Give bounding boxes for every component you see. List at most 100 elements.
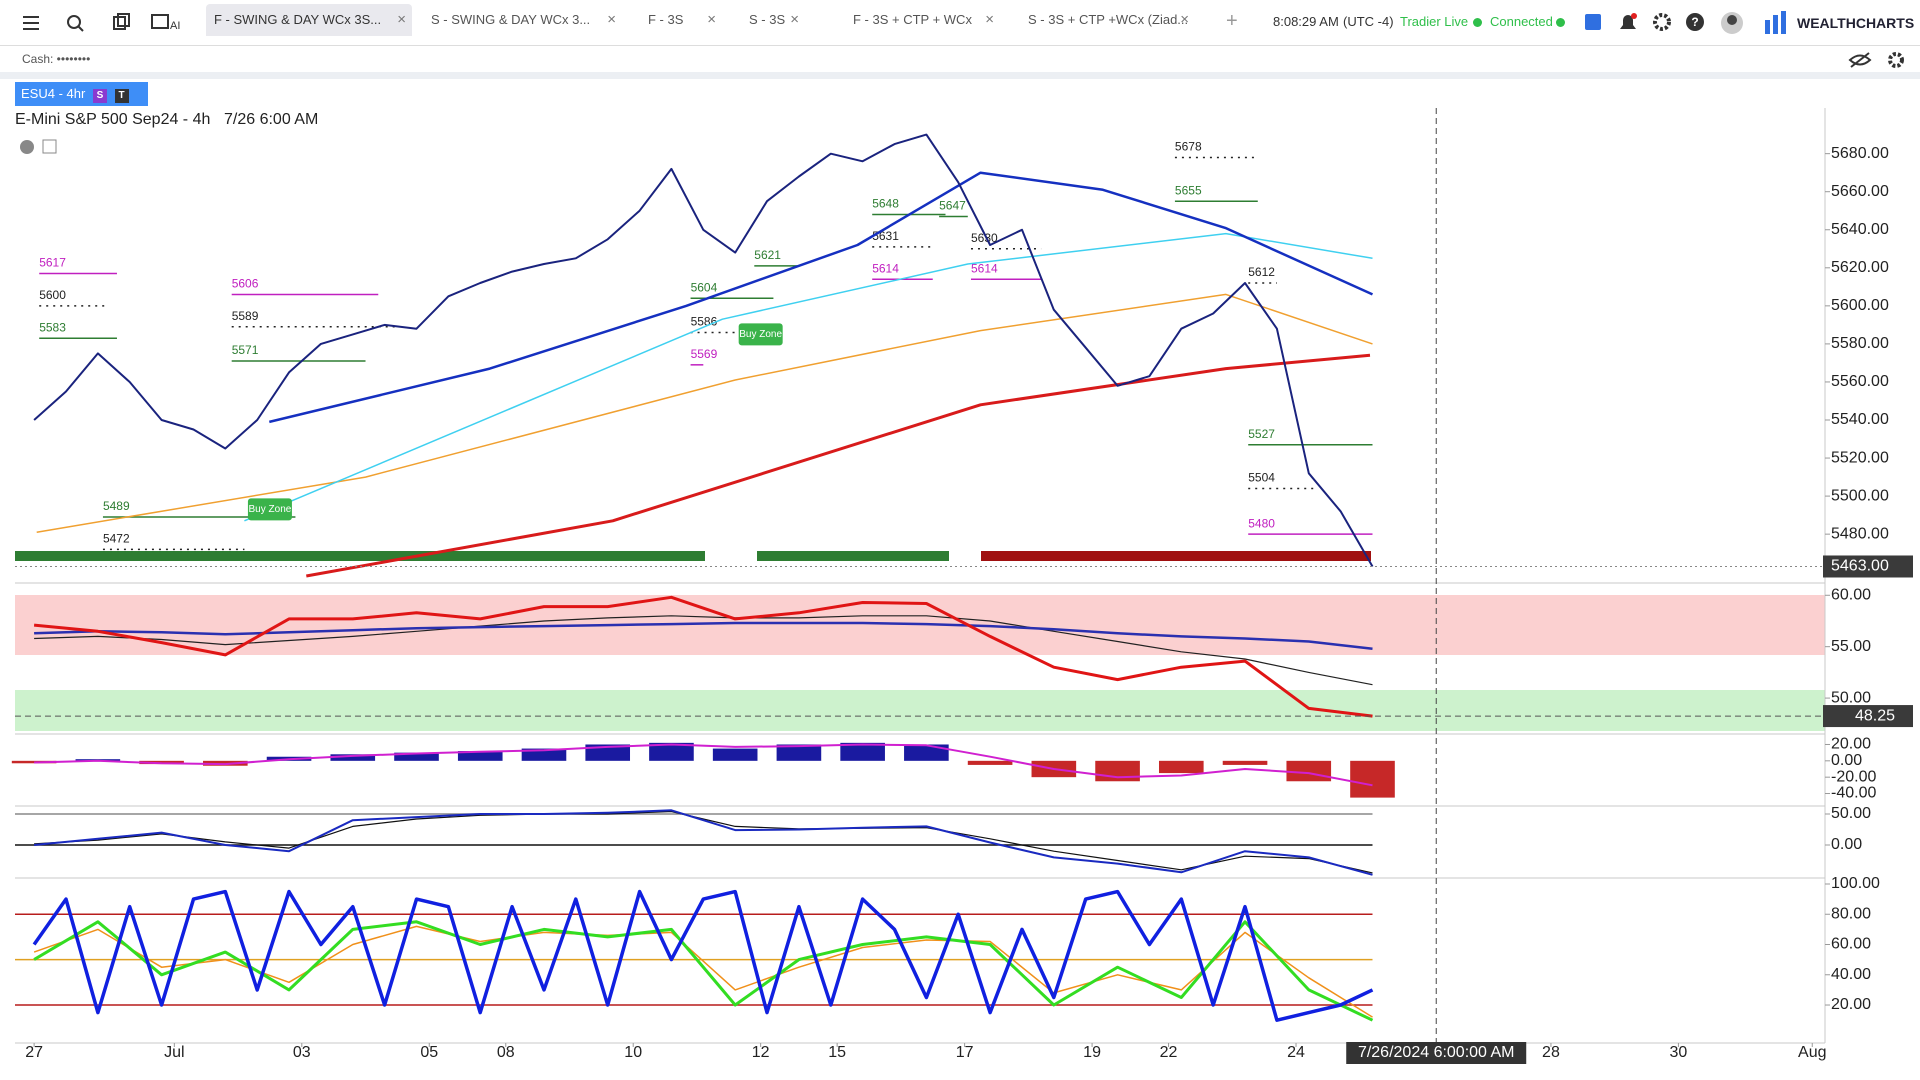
tab-label: F - 3S [648,12,684,27]
y-tick-label: -20.00 [1831,768,1876,785]
tab[interactable]: F - 3S × [640,4,722,36]
account-icons[interactable] [1848,50,1914,70]
y-tick-label: 40.00 [1831,966,1871,983]
buy-zone [247,498,292,521]
clock: 8:08:29 AM [1273,14,1339,29]
status-dot [1556,18,1565,27]
y-tick-label: 5580.00 [1831,335,1889,352]
separator [0,72,1920,79]
series-line [306,353,1371,578]
level-label: 5630 [971,231,998,245]
series-line [33,920,1374,1022]
x-tick-label: 03 [293,1044,311,1061]
tab-close[interactable]: × [985,11,994,28]
histogram-bar [1222,760,1268,765]
buy-zone-label: Buy Zone [249,504,292,515]
y-tick-label: 60.00 [1831,586,1871,603]
indicator-settings[interactable] [20,140,34,154]
level-label: 5604 [691,280,718,294]
level-label: 5480 [1248,516,1275,530]
series-line [269,171,1374,424]
histogram-bar [1286,760,1332,782]
symbol-label: ESU4 - 4hr [21,86,86,101]
level-label: 5614 [872,261,899,275]
x-tick-label: 12 [752,1044,770,1061]
tab[interactable]: S - SWING & DAY WCx 3... × [423,4,622,36]
ai-label[interactable]: AI [170,20,181,32]
account-bar: Cash: •••••••• [0,46,1920,72]
level-label: 5489 [103,499,130,513]
series-line [32,889,1374,1022]
tab-close[interactable]: × [607,11,616,28]
level-label: 5612 [1248,265,1275,279]
signal-strip [981,551,1371,561]
y-tick-label: 100.00 [1831,875,1880,892]
tab-close[interactable]: × [790,11,799,28]
y-tick-label: 55.00 [1831,638,1871,655]
level-label: 5527 [1248,427,1275,441]
level-label: 5621 [754,248,781,262]
x-tick-label: 05 [420,1044,438,1061]
x-tick-label: Jul [164,1044,184,1061]
header-icons[interactable]: ? [1582,11,1752,37]
buy-zone [738,323,783,346]
level-label: 5569 [691,347,718,361]
tab[interactable]: F - 3S + CTP + WCx × [845,4,1000,36]
histogram-bar [904,744,949,761]
cash: Cash: •••••••• [22,52,91,66]
tab[interactable]: F - SWING & DAY WCx 3S... × [206,4,412,36]
tab-close[interactable]: × [397,11,406,28]
level-label: 5606 [232,277,259,291]
toolbar-icons [23,13,169,32]
histogram-bar [457,751,503,761]
series-line [33,595,1373,718]
chart-subtitle: 7/26 6:00 AM [224,111,318,128]
histogram-bar [330,754,376,761]
tab-label: S - 3S + CTP +WCx (Ziad... [1028,12,1189,27]
y-tick-label: 5620.00 [1831,259,1889,276]
symbol-badge[interactable]: ESU4 - 4hr S T [15,82,148,106]
tab-label: F - SWING & DAY WCx 3S... [214,12,382,27]
y-tick-label: -40.00 [1831,785,1876,802]
y-tick-label: 0.00 [1831,752,1862,769]
level-label: 5648 [872,197,899,211]
histogram-bar [776,744,822,761]
y-tick-label: 5640.00 [1831,221,1889,238]
tab-close[interactable]: × [1180,11,1189,28]
level-label: 5504 [1248,471,1275,485]
y-tick-label: 20.00 [1831,736,1871,753]
level-label: 5655 [1175,183,1202,197]
tab[interactable]: S - 3S × [741,4,805,36]
add-indicator[interactable] [42,139,57,154]
series-line [34,621,1373,650]
badge-s: S [92,89,107,103]
level-label: 5472 [103,532,130,546]
tab[interactable]: S - 3S + CTP +WCx (Ziad... × [1020,4,1195,36]
last-price-box [1823,555,1913,578]
brand-logo [1765,11,1786,34]
histogram-bar [521,748,567,761]
broker-status[interactable]: Tradier Live [1400,14,1469,29]
series-line [244,232,1373,522]
histogram-bar [394,752,439,761]
buy-zone-label: Buy Zone [739,329,782,340]
histogram-bar [585,744,631,761]
series-line [33,925,1373,1018]
chart-title: E-Mini S&P 500 Sep24 - 4h [15,111,210,128]
value-box [1823,705,1913,728]
x-tick-label: Aug [1798,1044,1826,1061]
status-dot [1473,18,1482,27]
level-label: 5678 [1175,140,1202,154]
histogram-bar [1158,760,1204,774]
new-tab[interactable]: + [1226,10,1238,32]
crosshair-box [1346,1042,1527,1064]
x-tick-label: 17 [956,1044,974,1061]
y-tick-label: 5680.00 [1831,145,1889,162]
tab-close[interactable]: × [707,11,716,28]
series-line [34,809,1373,876]
level-label: 5647 [939,199,966,213]
tab-label: S - SWING & DAY WCx 3... [431,12,591,27]
y-tick-label: 5480.00 [1831,525,1889,542]
